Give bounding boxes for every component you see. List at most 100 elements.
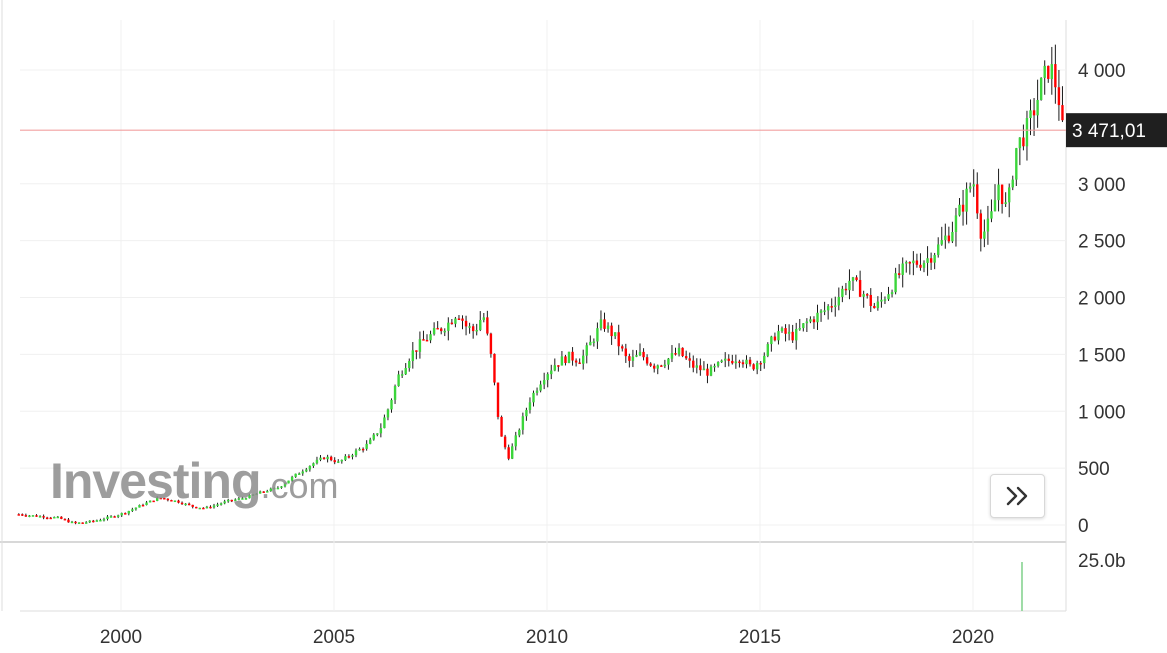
candle-body bbox=[145, 502, 148, 506]
candle-body bbox=[471, 326, 475, 332]
candle-body bbox=[180, 502, 184, 505]
candle-body bbox=[954, 215, 958, 232]
candle-body bbox=[319, 457, 322, 460]
candle-body bbox=[571, 351, 574, 361]
candle-body bbox=[475, 329, 478, 332]
candle-body bbox=[390, 399, 393, 410]
candle-body bbox=[372, 434, 375, 440]
candle-body bbox=[49, 517, 52, 520]
candle-body bbox=[500, 416, 503, 437]
candle-body bbox=[109, 516, 113, 518]
candle-body bbox=[337, 461, 340, 463]
candle-body bbox=[251, 494, 255, 496]
candle-body bbox=[276, 487, 280, 490]
candlestick-series bbox=[17, 44, 1064, 525]
candle-body bbox=[503, 436, 507, 448]
candle-body bbox=[383, 417, 386, 429]
candle-body bbox=[461, 318, 464, 321]
candle-body bbox=[823, 310, 826, 312]
candle-body bbox=[947, 235, 951, 242]
candle-body bbox=[929, 258, 933, 263]
candle-body bbox=[1008, 187, 1011, 203]
candle-body bbox=[347, 456, 351, 458]
candle-body bbox=[1029, 110, 1032, 119]
candle-body bbox=[205, 506, 209, 509]
candle-body bbox=[191, 504, 194, 507]
candle-body bbox=[688, 358, 691, 361]
candle-body bbox=[17, 514, 20, 516]
candle-body bbox=[95, 520, 99, 522]
candle-body bbox=[951, 231, 954, 242]
candle-body bbox=[663, 364, 667, 367]
candle-body bbox=[596, 328, 599, 342]
candle-body bbox=[248, 494, 251, 499]
candle-body bbox=[905, 262, 908, 264]
candle-body bbox=[741, 362, 745, 365]
candle-body bbox=[819, 310, 823, 313]
candle-body bbox=[429, 334, 432, 341]
candle-body bbox=[926, 258, 929, 263]
candle-body bbox=[138, 504, 141, 508]
candle-body bbox=[141, 504, 145, 507]
candle-body bbox=[1025, 118, 1029, 147]
candle-body bbox=[773, 336, 777, 341]
candle-body bbox=[209, 506, 212, 509]
candle-body bbox=[376, 433, 379, 435]
scroll-to-latest-button[interactable] bbox=[990, 474, 1045, 518]
candle-body bbox=[866, 294, 869, 296]
candle-body bbox=[1050, 64, 1054, 79]
candle-body bbox=[1047, 65, 1050, 79]
candle-body bbox=[340, 459, 344, 462]
candle-body bbox=[35, 515, 38, 517]
candle-body bbox=[479, 319, 482, 330]
last-price-label: 3 471,01 bbox=[1072, 121, 1146, 142]
candle-body bbox=[908, 262, 912, 264]
candle-body bbox=[649, 363, 652, 366]
candle-body bbox=[780, 328, 784, 332]
candle-body bbox=[855, 277, 858, 280]
candle-body bbox=[202, 507, 205, 510]
candle-body bbox=[280, 486, 283, 488]
candle-body bbox=[1032, 110, 1036, 116]
candle-body bbox=[42, 516, 45, 518]
candle-body bbox=[170, 500, 173, 502]
candle-body bbox=[124, 513, 127, 515]
candle-body bbox=[546, 374, 549, 381]
candle-body bbox=[759, 362, 762, 365]
candle-body bbox=[873, 305, 876, 309]
candle-body bbox=[393, 386, 397, 400]
candle-body bbox=[752, 364, 755, 370]
candle-body bbox=[787, 331, 791, 334]
y-tick-label: 2 000 bbox=[1078, 289, 1126, 310]
candle-body bbox=[990, 211, 993, 219]
y-tick-label: 1 500 bbox=[1078, 345, 1126, 366]
candle-body bbox=[894, 273, 897, 293]
candle-body bbox=[837, 296, 841, 306]
candle-body bbox=[713, 365, 716, 368]
candle-body bbox=[965, 188, 968, 212]
candle-body bbox=[677, 347, 681, 355]
last-price-tag bbox=[1066, 113, 1167, 148]
candle-body bbox=[1015, 148, 1018, 180]
y-tick-label: 2 500 bbox=[1078, 232, 1126, 253]
candle-body bbox=[716, 362, 720, 366]
candle-body bbox=[454, 318, 457, 324]
candle-body bbox=[695, 365, 699, 368]
candle-body bbox=[809, 319, 812, 322]
candle-body bbox=[795, 328, 798, 341]
candle-body bbox=[56, 516, 60, 519]
candle-body bbox=[940, 240, 943, 245]
candle-body bbox=[120, 513, 123, 516]
candle-body bbox=[159, 497, 162, 500]
candle-body bbox=[731, 360, 734, 364]
candle-body bbox=[890, 292, 894, 295]
y-tick-label: 500 bbox=[1078, 459, 1110, 480]
candle-body bbox=[400, 374, 404, 376]
candle-body bbox=[621, 346, 624, 349]
candle-body bbox=[85, 522, 88, 524]
candle-body bbox=[727, 358, 730, 361]
candle-body bbox=[631, 356, 635, 361]
candle-body bbox=[983, 231, 986, 239]
x-tick-label: 2020 bbox=[952, 627, 994, 648]
